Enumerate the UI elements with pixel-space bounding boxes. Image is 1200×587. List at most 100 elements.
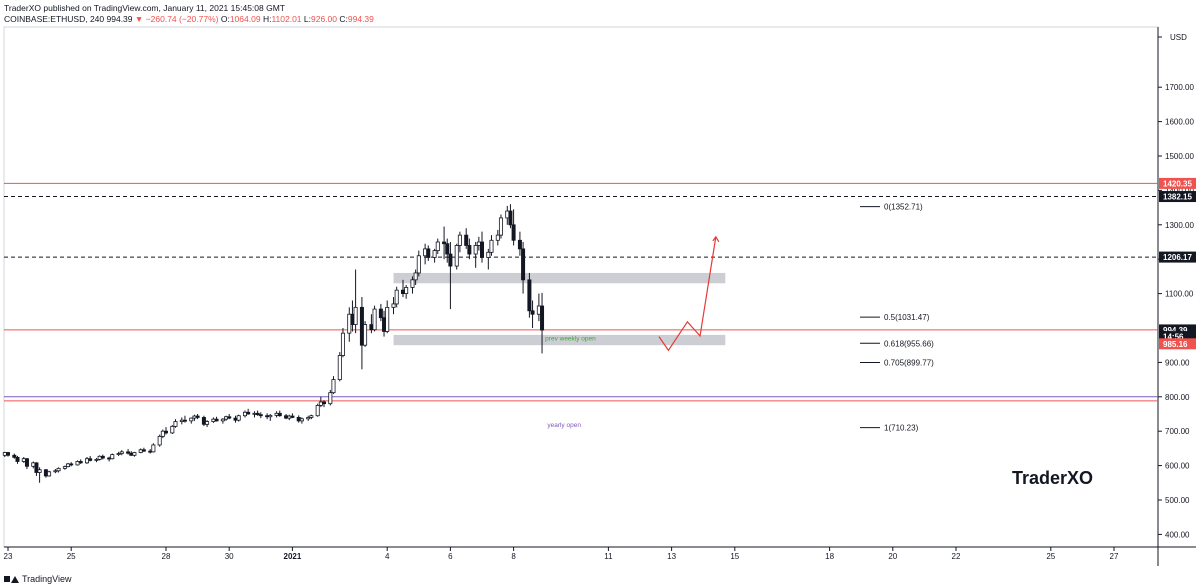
candle-up	[85, 458, 90, 464]
candle-down	[163, 430, 168, 434]
candle-down	[378, 308, 383, 319]
candle-down	[214, 418, 219, 422]
candle-down	[530, 310, 535, 315]
x-tick-label: 25	[1046, 552, 1055, 561]
candle-up	[170, 425, 175, 434]
candle-down	[508, 210, 513, 226]
candle-up	[110, 454, 115, 460]
candle-up	[486, 251, 491, 258]
candle-down	[148, 450, 153, 453]
last-price: 994.39	[106, 14, 133, 24]
candle-up	[62, 466, 67, 469]
candle-up	[340, 332, 345, 356]
candle-up	[179, 419, 184, 422]
candle-up	[416, 255, 421, 274]
candle-down	[290, 415, 295, 418]
x-tick-label: 23	[4, 552, 13, 561]
price-badge-label: 1206.17	[1163, 253, 1192, 262]
candle-down	[255, 412, 260, 416]
publisher-text: TraderXO published on TradingView.com, J…	[4, 3, 285, 13]
open-value: 1064.09	[229, 14, 261, 24]
y-tick-label: 900.00	[1165, 358, 1190, 367]
y-tick-label: 1700.00	[1165, 83, 1194, 92]
plot-frame	[3, 26, 1159, 548]
candle-up	[498, 217, 503, 236]
candle-down	[141, 449, 146, 452]
tradingview-logo-icon	[4, 575, 19, 584]
symbol-label[interactable]: COINBASE:ETHUSD, 240	[4, 14, 105, 24]
candle-down	[277, 412, 282, 417]
candle-down	[12, 454, 17, 458]
fib-level-label: 0.705(899.77)	[884, 358, 934, 367]
candle-down	[88, 458, 93, 461]
x-tick-label: 2021	[284, 552, 302, 561]
x-tick-label: 4	[385, 552, 390, 561]
price-badge-label: 1420.35	[1163, 179, 1192, 188]
candle-down	[467, 245, 472, 255]
candle-up	[394, 289, 399, 305]
candle-up	[391, 303, 396, 308]
candle-down	[382, 317, 387, 332]
x-tick-label: 28	[162, 552, 171, 561]
candle-down	[107, 457, 112, 460]
price-badge	[1159, 251, 1196, 263]
candle-down	[350, 313, 355, 325]
candle-up	[116, 453, 121, 455]
candle-up	[157, 435, 162, 446]
candle-up	[205, 421, 210, 425]
price-badge-label: 14:56	[1163, 333, 1184, 342]
candle-down	[400, 289, 405, 295]
x-tick-label: 11	[604, 552, 613, 561]
candle-up	[138, 449, 143, 453]
candle-up	[220, 418, 225, 422]
x-tick-label: 20	[888, 552, 897, 561]
low-label: L:	[303, 14, 312, 24]
candle-up	[37, 469, 42, 473]
footer: TradingView	[4, 574, 72, 584]
candle-down	[227, 416, 232, 419]
candle-up	[495, 234, 500, 241]
candle-down	[445, 243, 450, 255]
x-tick-label: 30	[225, 552, 234, 561]
x-tick-label: 25	[67, 552, 76, 561]
y-tick-label: 500.00	[1165, 496, 1190, 505]
candle-up	[309, 415, 314, 418]
candle-up	[192, 415, 197, 419]
candle-down	[265, 415, 270, 418]
candle-down	[43, 469, 48, 477]
candle-up	[385, 306, 390, 332]
candle-up	[119, 451, 124, 454]
candle-up	[132, 452, 137, 456]
candle-up	[372, 308, 377, 331]
price-badge-label: 1382.15	[1163, 193, 1192, 202]
y-tick-label: 800.00	[1165, 393, 1190, 402]
watermark: TraderXO	[1012, 468, 1094, 488]
candle-up	[489, 239, 494, 253]
fib-level-label: 0.5(1031.47)	[884, 313, 930, 322]
candle-down	[129, 452, 134, 456]
x-tick-label: 27	[1110, 552, 1119, 561]
fib-level-label: 1(710.23)	[884, 424, 919, 433]
candle-up	[315, 404, 320, 417]
candle-down	[369, 324, 374, 331]
candle-up	[363, 324, 368, 346]
price-badge	[1159, 191, 1196, 203]
change-value: −260.74 (−20.77%)	[145, 14, 219, 24]
footer-brand[interactable]: TradingView	[22, 574, 72, 584]
x-tick-label: 22	[952, 552, 961, 561]
projection-path	[658, 236, 717, 352]
price-badge-label: 994.39	[1163, 326, 1188, 335]
candle-down	[34, 462, 39, 473]
candle-up	[432, 250, 437, 258]
candle-up	[53, 470, 58, 473]
candle-up	[189, 417, 194, 422]
candle-down	[464, 234, 469, 246]
candle-up	[331, 379, 336, 394]
candle-up	[454, 245, 459, 267]
candle-down	[321, 401, 326, 405]
candle-up	[347, 313, 352, 334]
fib-level-label: 0.618(955.66)	[884, 339, 934, 348]
y-tick-label: 400.00	[1165, 530, 1190, 539]
candle-up	[318, 401, 323, 406]
